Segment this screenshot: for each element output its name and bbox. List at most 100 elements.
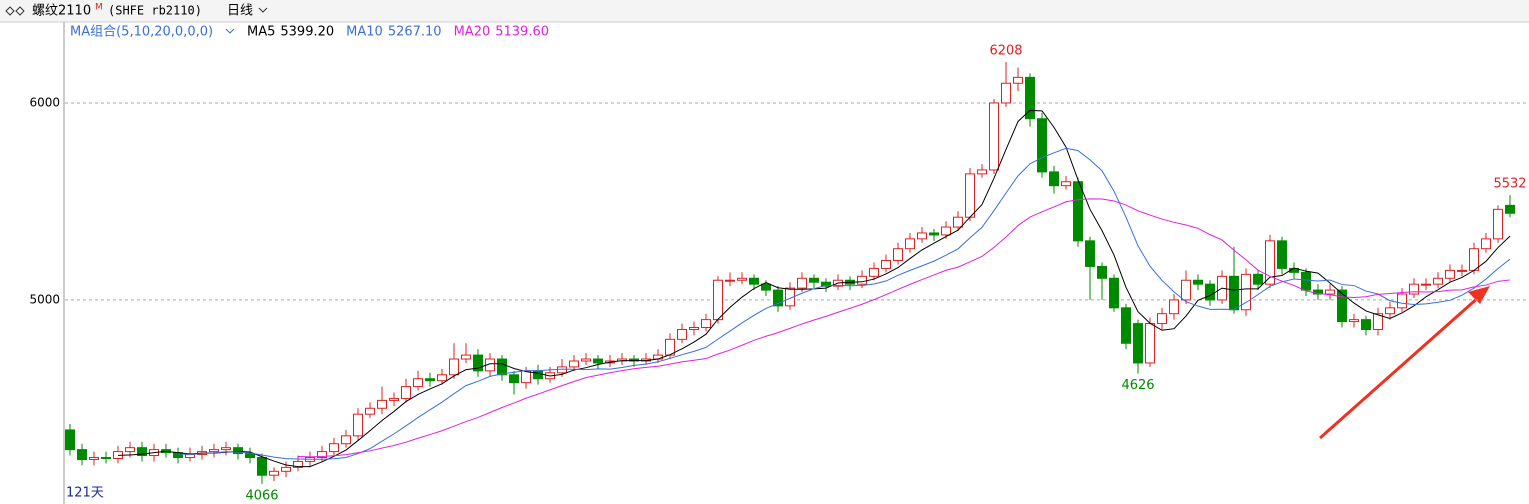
candle-body: [713, 279, 723, 321]
candle-body: [65, 429, 75, 451]
candle-body: [1025, 76, 1035, 120]
candle-body: [1337, 289, 1347, 323]
candle-body: [737, 277, 747, 281]
candle-body: [1001, 82, 1011, 104]
candle-body: [257, 457, 267, 476]
candle-body: [533, 370, 543, 380]
candle-body: [857, 275, 867, 285]
symbol-code: (SHFE rb2110): [108, 4, 202, 18]
candle-body: [1349, 319, 1359, 323]
candle-body: [317, 451, 327, 459]
ma-name: MA20: [454, 25, 491, 40]
candle-body: [557, 366, 567, 374]
arrow: [1319, 286, 1490, 440]
candle-body: [593, 358, 603, 364]
candle-body: [1421, 283, 1431, 286]
candle-body: [221, 447, 231, 451]
candle-body: [689, 327, 699, 330]
candle-body: [341, 435, 351, 445]
candle-body: [1397, 293, 1407, 309]
candle-body: [749, 277, 759, 285]
candle-body: [1433, 277, 1443, 285]
candle-body: [1085, 240, 1095, 267]
candle-body: [1265, 240, 1275, 285]
candle-body: [581, 358, 591, 362]
period[interactable]: 日线: [227, 4, 253, 19]
candle-body: [329, 443, 339, 453]
candle-body: [1277, 240, 1287, 269]
ma-group[interactable]: MA组合(5,10,20,0,0,0): [70, 25, 213, 40]
symbol[interactable]: 螺纹2110: [32, 4, 91, 19]
candle-body: [293, 460, 303, 468]
candle-body: [1325, 289, 1335, 295]
price-label: 4066: [245, 488, 278, 503]
candle-body: [353, 413, 363, 437]
ma-value: 5267.10: [388, 25, 442, 40]
candle-body: [1133, 323, 1143, 364]
candle-body: [653, 354, 663, 360]
candle-body: [365, 407, 375, 415]
candle-body: [1037, 118, 1047, 173]
ma-value: 5139.60: [495, 25, 549, 40]
candle-body: [461, 354, 471, 360]
candle-body: [377, 399, 387, 409]
candle-body: [929, 232, 939, 236]
candle-body: [425, 378, 435, 382]
candle-body: [509, 374, 519, 384]
candle-body: [941, 226, 951, 236]
candle-body: [101, 457, 111, 460]
candle-body: [497, 358, 507, 376]
candle-body: [1301, 271, 1311, 291]
period-caret: [258, 7, 268, 13]
candle-body: [917, 232, 927, 240]
candle-body: [725, 279, 735, 282]
candle-body: [449, 358, 459, 376]
candle-body: [1505, 204, 1515, 214]
candle-body: [1229, 275, 1239, 311]
candle-body: [89, 457, 99, 460]
candle-body: [125, 447, 135, 453]
candle-body: [209, 449, 219, 453]
candle-body: [1073, 181, 1083, 242]
candle-body: [905, 238, 915, 250]
price-label: 6208: [989, 43, 1022, 58]
candle-body: [677, 328, 687, 340]
y-tick-label: 5000: [29, 292, 60, 306]
candle-body: [893, 248, 903, 262]
candle-body: [1445, 269, 1455, 279]
candle-body: [1049, 171, 1059, 187]
candle-body: [1181, 279, 1191, 301]
candle-body: [1469, 248, 1479, 271]
candle-body: [521, 370, 531, 384]
candle-body: [281, 466, 291, 472]
candle-body: [953, 216, 963, 228]
candle-body: [1157, 313, 1167, 325]
candle-body: [389, 397, 399, 401]
candle-body: [881, 260, 891, 269]
candle-body: [569, 360, 579, 368]
price-label: 4626: [1121, 378, 1154, 393]
ma-name: MA5: [247, 25, 275, 40]
candle-body: [437, 374, 447, 382]
candle-body: [701, 319, 711, 329]
candle-body: [989, 102, 999, 171]
candle-body: [1145, 323, 1155, 364]
ma-name: MA10: [346, 25, 383, 40]
candle-body: [185, 454, 195, 459]
days-label: 121天: [66, 486, 104, 501]
candle-body: [401, 386, 411, 399]
toolbar: [0, 0, 1529, 22]
candle-body: [473, 354, 483, 372]
link-icon[interactable]: [5, 6, 25, 16]
candle-body: [1253, 273, 1263, 285]
candle-body: [269, 470, 279, 476]
ma-line: [177, 147, 1511, 460]
candle-body: [1385, 307, 1395, 315]
candle-body: [1097, 265, 1107, 279]
candle-body: [1169, 299, 1179, 315]
candle-body: [77, 449, 87, 460]
ma-value: 5399.20: [280, 25, 334, 40]
candle-body: [797, 277, 807, 289]
